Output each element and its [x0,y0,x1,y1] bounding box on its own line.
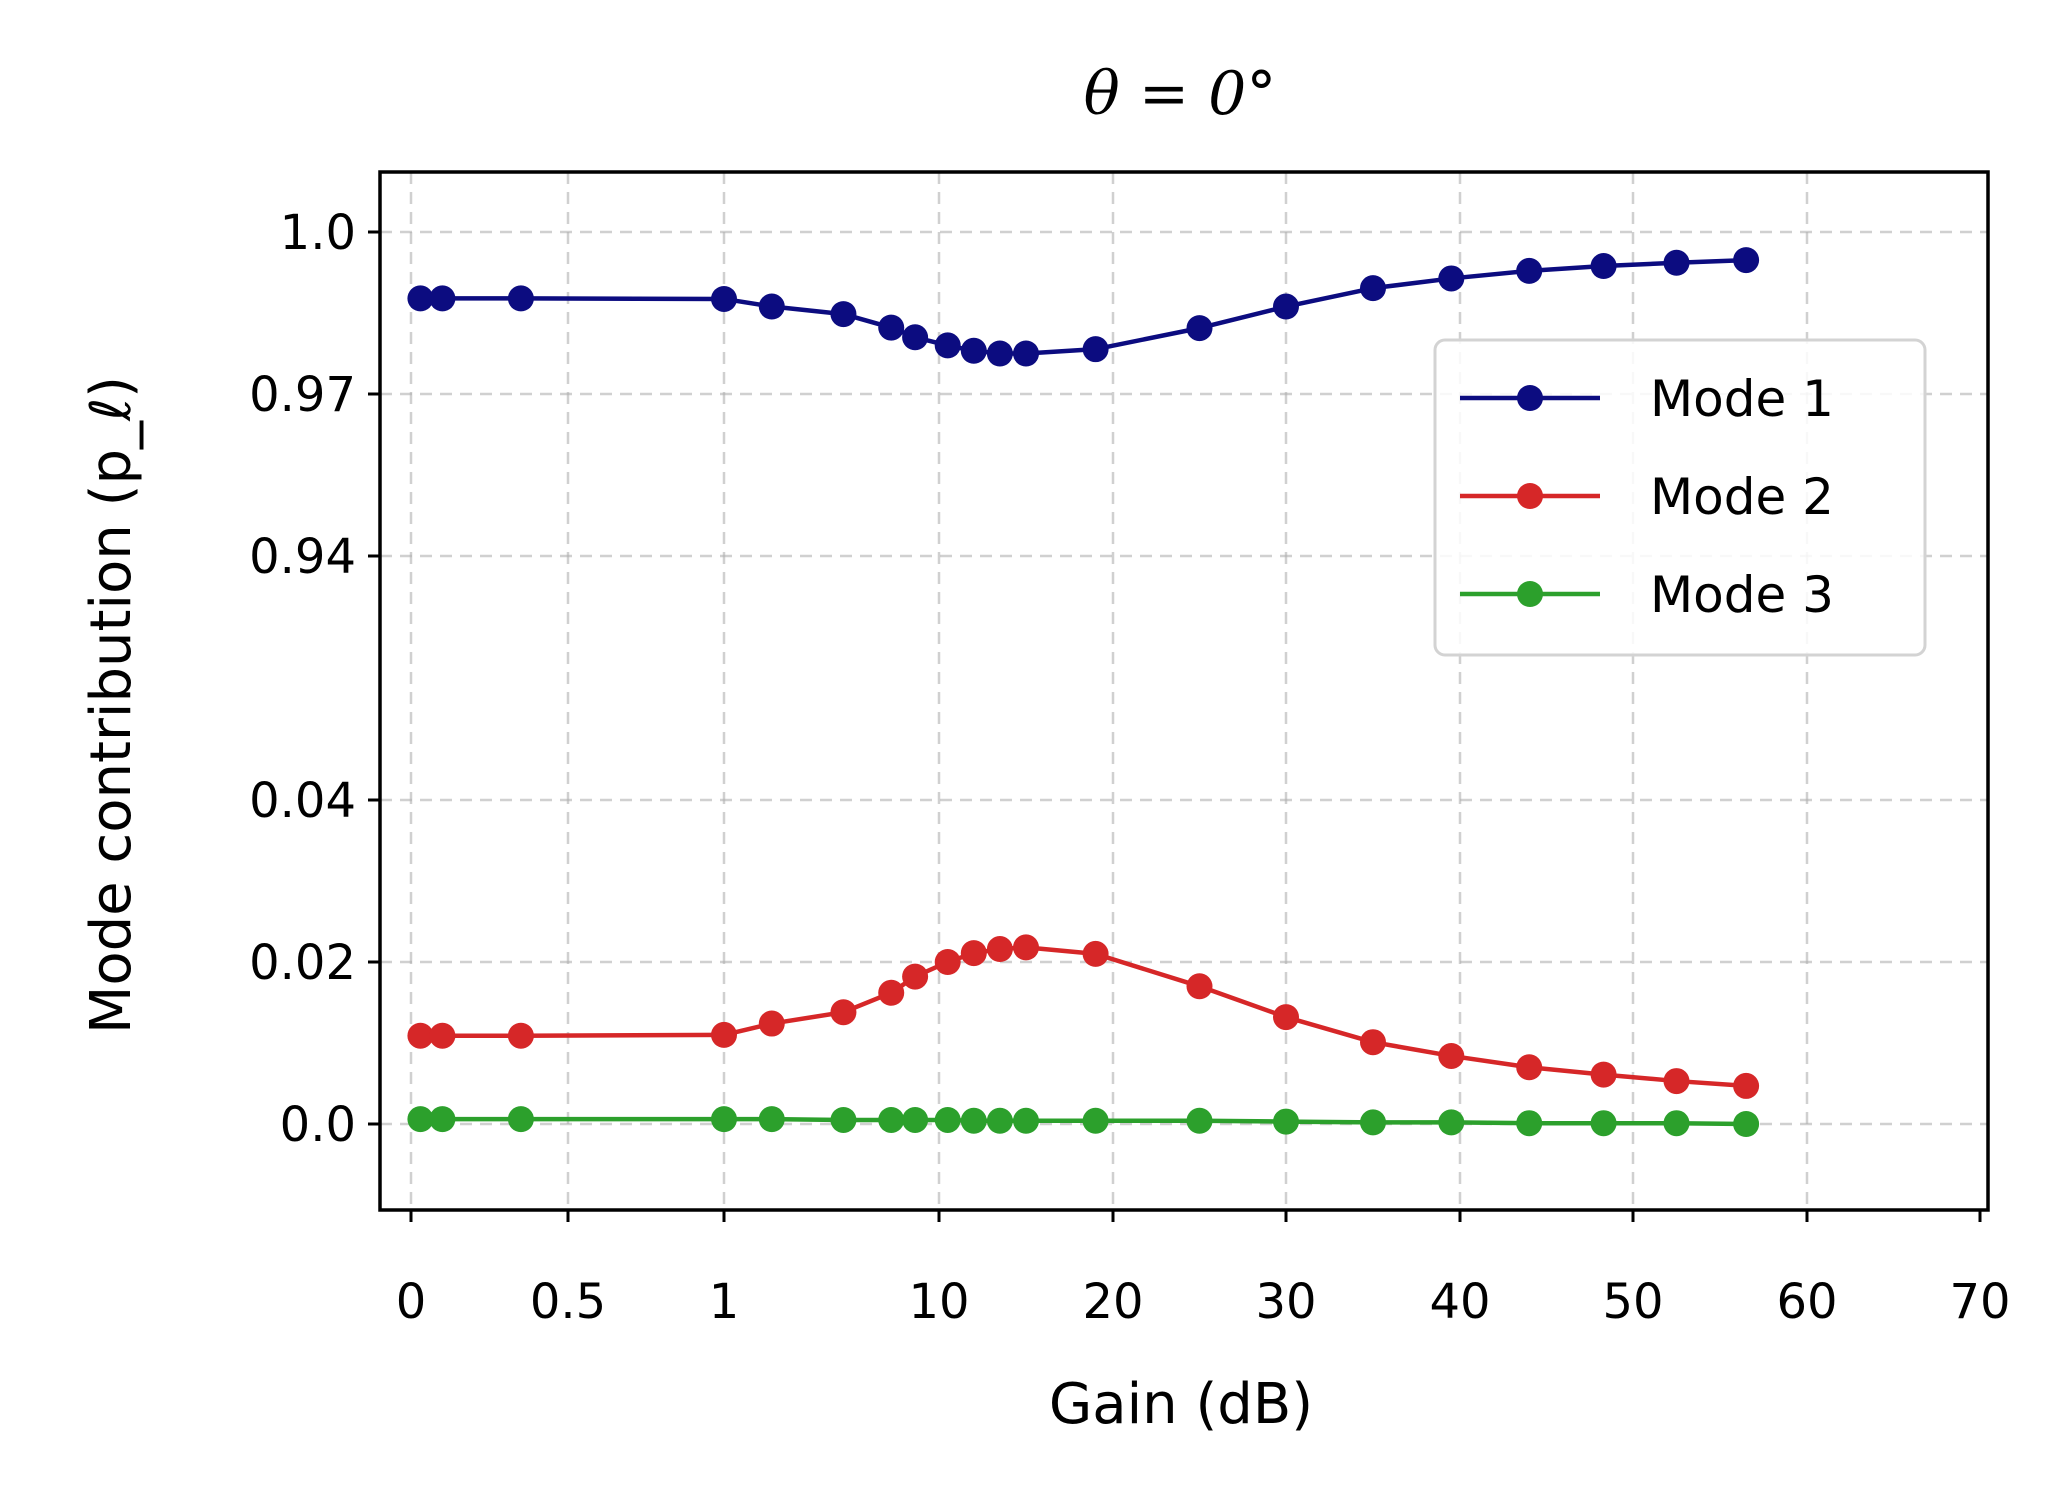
plot-frame [378,170,1990,1212]
data-point [960,1107,987,1134]
data-point [1360,1109,1386,1136]
data-point [902,324,929,351]
x-tick-label: 60 [1776,1274,1837,1330]
chart-title: θ = 0° [1084,59,1277,129]
data-point [1360,275,1386,302]
data-point [1733,1111,1760,1137]
data-point [711,285,737,312]
data-point [711,1021,737,1048]
data-point [1273,1004,1299,1031]
legend: Mode 1 Mode 2 Mode 3 [1433,338,1927,657]
data-point [1438,1109,1465,1136]
data-point [1733,1072,1760,1099]
data-point [1013,340,1039,367]
data-point [934,1106,961,1133]
data-point [1082,940,1109,967]
series-2 [407,934,1760,1099]
data-point [1733,247,1760,274]
data-point [1590,253,1617,280]
data-point [407,1106,434,1133]
data-point [1438,265,1465,292]
data-point [711,1106,737,1133]
data-point [830,999,857,1026]
data-point [878,314,905,341]
x-axis-title: Gain (dB) [1049,1372,1313,1437]
data-point [986,1107,1013,1134]
series-group [407,247,1760,1137]
data-point [1590,1110,1617,1137]
data-point [960,940,987,967]
data-point [1186,1107,1213,1134]
data-point [1273,293,1299,320]
data-point [1663,249,1690,276]
data-point [407,1022,434,1049]
series-3 [407,1106,1760,1137]
x-tick-label: 0 [396,1274,427,1330]
y-tick-label: 1.0 [280,205,356,261]
x-tick-label: 40 [1429,1274,1490,1330]
data-point [1360,1029,1386,1056]
data-point [830,1106,857,1133]
data-point [1186,973,1213,1000]
data-point [1663,1068,1690,1095]
data-point [960,337,987,364]
data-point [1516,1054,1543,1081]
x-tick-label: 1 [709,1274,740,1330]
data-point [1438,1042,1465,1069]
x-tick-label: 30 [1255,1274,1316,1330]
legend-label: Mode 2 [1650,468,1834,526]
data-point [758,1010,785,1037]
data-point [878,1106,905,1133]
x-tick-label: 70 [1949,1274,2010,1330]
data-point [934,332,961,359]
legend-label: Mode 3 [1650,566,1834,624]
legend-frame [1433,338,1927,657]
data-point [1590,1061,1617,1088]
x-tick-label: 20 [1082,1274,1143,1330]
data-point [407,285,434,312]
data-point [878,979,905,1006]
y-axis-title: Mode contribution (p_ℓ) [79,376,144,1034]
data-point [902,963,929,990]
data-point [902,1106,929,1133]
legend-swatch-marker [1517,581,1543,607]
data-point [507,285,534,312]
y-tick-label: 0.0 [280,1097,356,1153]
data-point [1663,1110,1690,1137]
data-point [758,1106,785,1133]
series-1 [407,247,1760,367]
data-point [429,285,456,312]
legend-swatch-marker [1517,385,1543,411]
data-point [1273,1108,1299,1135]
x-tick-label: 50 [1602,1274,1663,1330]
data-point [1082,336,1109,363]
y-tick-label: 0.94 [249,529,356,585]
data-point [1013,934,1039,961]
data-point [758,293,785,320]
y-tick-label: 0.97 [249,367,356,423]
x-tick-label: 0.5 [530,1274,606,1330]
data-point [934,949,961,975]
data-point [1082,1107,1109,1134]
data-point [507,1022,534,1049]
data-point [1186,315,1213,342]
data-point [429,1022,456,1049]
legend-label: Mode 1 [1650,370,1834,428]
data-point [1516,1110,1543,1137]
data-point [986,340,1013,367]
legend-swatch-marker [1517,483,1543,509]
y-axis: 1.0 0.97 0.94 0.04 0.02 0.0 [249,205,380,1153]
data-point [1013,1107,1039,1134]
data-point [1516,257,1543,284]
y-tick-label: 0.02 [249,935,356,991]
data-point [429,1106,456,1133]
data-point [986,936,1013,963]
x-tick-label: 10 [908,1274,969,1330]
y-tick-label: 0.04 [249,773,356,829]
data-point [507,1106,534,1133]
x-axis: 0 0.5 1 10 20 30 40 50 60 70 [396,1210,2011,1330]
data-point [830,301,857,328]
